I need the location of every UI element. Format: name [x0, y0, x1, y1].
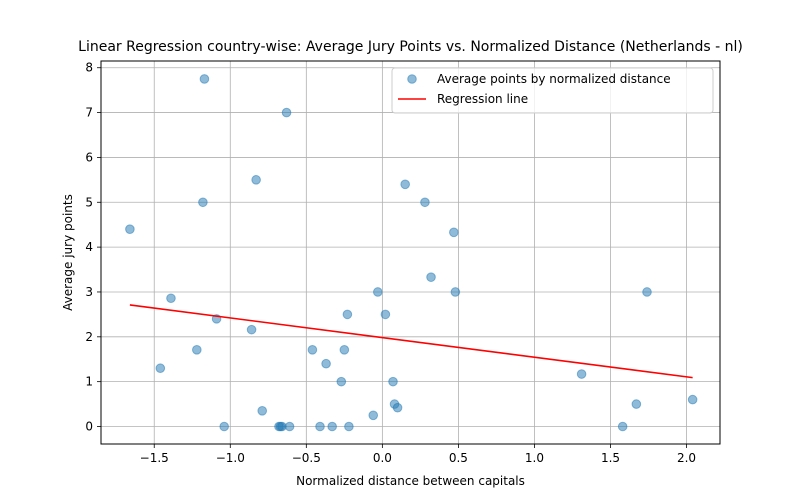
scatter-point [576, 369, 587, 379]
scatter-point [281, 107, 292, 118]
x-tick-label: 0.5 [449, 451, 468, 465]
scatter-point [327, 421, 337, 432]
chart-title: Linear Regression country-wise: Average … [78, 39, 743, 55]
y-tick-label: 6 [85, 150, 93, 164]
x-tick-label: −1.5 [140, 451, 169, 465]
scatter-point [426, 272, 436, 282]
scatter-point [321, 358, 331, 369]
scatter-point [192, 345, 202, 355]
scatter-point [380, 309, 391, 320]
regression-line [129, 304, 693, 379]
x-tick-label: 0.0 [373, 451, 392, 465]
plot-frame [100, 60, 721, 445]
axes-ticks: −1.5 −1.0 −0.5 0.0 0.5 1.0 1.5 2.0 0 1 2 3 4 5 6 7 8 [85, 61, 696, 465]
scatter-point [307, 345, 318, 355]
scatter-point [388, 376, 398, 387]
scatter-point [392, 402, 403, 413]
legend-line-label: Regression line [437, 92, 528, 106]
legend-box [391, 67, 714, 114]
scatter-point [166, 293, 176, 304]
scatter-point [400, 179, 410, 190]
scatter-point [342, 309, 353, 320]
x-tick-label: −0.5 [292, 451, 321, 465]
scatter-point [251, 175, 261, 185]
scatter-point [450, 287, 461, 297]
x-axis-label: Normalized distance between capitals [296, 474, 525, 488]
scatter-point [257, 406, 268, 416]
grid [101, 61, 720, 444]
legend-scatter-label: Average points by normalized distance [437, 72, 671, 86]
scatter-point [368, 410, 379, 421]
plot-data [125, 74, 698, 432]
x-tick-label: 1.0 [525, 451, 544, 465]
scatter-point [687, 394, 698, 405]
y-tick-label: 3 [85, 285, 93, 299]
scatter-point [199, 74, 210, 84]
scatter-point [125, 224, 135, 234]
scatter-point [642, 287, 652, 297]
scatter-point [617, 421, 628, 432]
y-tick-label: 7 [85, 106, 93, 120]
scatter-point [155, 363, 166, 374]
scatter-point [344, 421, 354, 432]
scatter-point [373, 287, 383, 297]
y-tick-label: 4 [85, 240, 93, 254]
y-tick-label: 8 [85, 61, 93, 75]
y-axis-label: Average jury points [61, 194, 75, 311]
legend: Average points by normalized distance Re… [391, 67, 714, 114]
scatter-point [420, 197, 430, 208]
scatter-point [246, 324, 257, 335]
x-tick-label: −1.0 [216, 451, 245, 465]
scatter-point [631, 399, 642, 409]
x-tick-label: 1.5 [601, 451, 620, 465]
scatter-point [315, 421, 325, 432]
y-tick-label: 2 [85, 330, 93, 344]
legend-scatter-marker [407, 74, 417, 84]
scatter-point [336, 376, 347, 387]
scatter-point [198, 197, 208, 208]
y-tick-label: 5 [85, 195, 93, 209]
scatter-point [339, 345, 350, 355]
scatter-point [284, 421, 295, 432]
y-tick-label: 0 [85, 420, 93, 434]
scatter-point [449, 227, 459, 238]
x-tick-label: 2.0 [677, 451, 696, 465]
y-tick-label: 1 [85, 375, 93, 389]
scatter-point [219, 421, 229, 432]
